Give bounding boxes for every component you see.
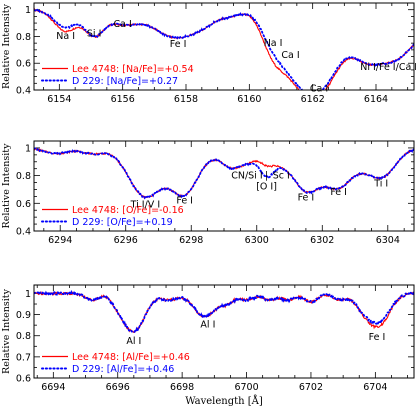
legend-entry: Lee 4748: [Na/Fe]=+0.54 [72, 64, 194, 75]
plot-frame [33, 284, 415, 379]
x-tick-label: 6304 [376, 235, 400, 246]
line-id-label: Fe I [298, 193, 315, 204]
x-tick-label: 6158 [174, 94, 198, 105]
x-tick-label: 6294 [48, 235, 72, 246]
y-tick-label: 0.9 [16, 310, 31, 321]
line-id-label: Al I [200, 319, 215, 330]
line-id-label: CN/Si I [231, 170, 262, 181]
x-tick-label: 6302 [310, 235, 334, 246]
line-id-label: Ni I/Fe I/Ca I [360, 62, 416, 73]
x-tick-label: 6702 [299, 382, 323, 393]
plot-frame [33, 2, 415, 91]
line-id-label: Na I [56, 31, 75, 42]
y-axis-label: Relative Intensity [1, 288, 12, 374]
x-tick-label: 6156 [111, 94, 135, 105]
legend-entry: Lee 4748: [Al/Fe]=+0.46 [72, 352, 190, 363]
legend-entry: D 229: [O/Fe]=+0.19 [72, 217, 173, 228]
x-tick-label: 6154 [47, 94, 71, 105]
line-id-label: Na I [264, 38, 283, 49]
y-tick-label: 0.8 [16, 32, 31, 43]
x-tick-label: 6300 [245, 235, 269, 246]
x-tick-label: 6162 [301, 94, 325, 105]
line-id-label: Ca I [114, 19, 132, 30]
y-axis-label: Relative Intensity [1, 3, 12, 89]
y-axis-label: Relative Intensity [1, 143, 12, 229]
line-id-label: Fe I [330, 187, 347, 198]
x-tick-label: 6298 [179, 235, 203, 246]
line-id-label: | [265, 170, 268, 181]
line-id-label: Ca I [310, 83, 328, 94]
line-id-label: Fe I [369, 332, 386, 343]
x-axis-label: Wavelength [Å] [185, 395, 263, 407]
spectrum-line-lee-4748 [34, 290, 414, 334]
line-id-label: Ti I [373, 179, 388, 190]
y-tick-label: 1 [25, 289, 31, 300]
x-tick-label: 6698 [170, 382, 194, 393]
x-tick-label: 6694 [41, 382, 65, 393]
y-tick-label: 0.4 [16, 86, 31, 97]
line-id-label: Fe I [176, 195, 193, 206]
spectrum-panel-3: 6694 6696 6698 6700 6702 6704 0.6 0.7 0.8 0.9 1 Rel… [1, 284, 415, 407]
line-id-label: Al I [126, 336, 141, 347]
line-id-label: Si I [87, 28, 102, 39]
y-tick-label: 0.6 [16, 374, 31, 385]
y-tick-label: 0.8 [16, 171, 31, 182]
legend-entry: D 229: [Al/Fe]=+0.46 [72, 364, 174, 375]
y-tick-label: 0.7 [16, 352, 31, 363]
line-id-label: Sc I [273, 170, 290, 181]
y-tick-label: 0.6 [16, 199, 31, 210]
x-tick-label: 6164 [364, 94, 388, 105]
line-id-label: Ca I [281, 50, 299, 61]
line-id-label: Fe I [170, 39, 187, 50]
y-tick-label: 1 [25, 5, 31, 16]
plot-frame [33, 140, 415, 232]
spectrum-line-d-229 [34, 289, 414, 334]
spectrum-line-d-229 [34, 8, 414, 90]
spectrum-line-lee-4748 [34, 147, 414, 199]
x-tick-label: 6296 [114, 235, 138, 246]
legend-entry: Lee 4748: [O/Fe]=-0.16 [72, 205, 184, 216]
y-tick-label: 0.4 [16, 227, 31, 238]
line-id-label: Ti I/V I [130, 199, 161, 210]
y-tick-label: 0.8 [16, 331, 31, 342]
spectrum-line-d-229 [34, 147, 414, 200]
legend-entry: D 229: [Na/Fe]=+0.27 [72, 76, 178, 87]
y-tick-label: 1 [25, 143, 31, 154]
x-tick-label: 6160 [237, 94, 261, 105]
x-tick-label: 6696 [106, 382, 130, 393]
spectrum-panel-1: 6154 6156 6158 6160 6162 6164 0.4 0.6 0.8 1 Relati… [1, 2, 416, 105]
spectrum-panel-2: 6294 6296 6298 6300 6302 6304 0.4 0.6 0.8 1 Relati… [1, 140, 415, 246]
y-tick-label: 0.6 [16, 59, 31, 70]
x-tick-label: 6704 [363, 382, 387, 393]
line-id-label: [O I] [256, 181, 277, 192]
x-tick-label: 6700 [234, 382, 258, 393]
